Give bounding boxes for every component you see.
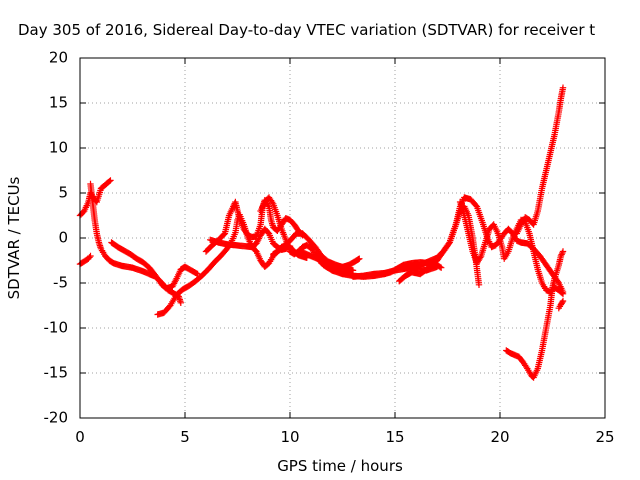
data-series: [87, 180, 184, 306]
data-point: [87, 252, 94, 260]
x-tick-label: 0: [75, 428, 85, 446]
x-axis-label: GPS time / hours: [277, 457, 403, 475]
plot-frame: [79, 57, 606, 419]
data-point: [559, 290, 567, 297]
data-series: [108, 239, 201, 292]
data-series: [76, 177, 114, 219]
y-tick-label: -10: [44, 319, 69, 337]
y-tick-label: 0: [58, 229, 68, 247]
x-tick-label: 25: [595, 428, 614, 446]
y-tick-label: -5: [53, 274, 68, 292]
data-point: [559, 297, 567, 305]
data-point: [559, 84, 567, 91]
y-tick-label: 15: [49, 94, 68, 112]
data-point: [557, 252, 565, 260]
chart-title: Day 305 of 2016, Sidereal Day-to-day VTE…: [18, 21, 595, 39]
plot-area: [76, 84, 567, 381]
data-series: [456, 198, 567, 297]
data-series: [555, 297, 567, 312]
x-tick-label: 10: [280, 428, 299, 446]
data-point: [106, 178, 113, 185]
data-series: [503, 248, 567, 381]
data-series: [76, 252, 94, 268]
data-point: [559, 248, 567, 255]
data-series: [297, 248, 363, 271]
x-tick-label: 20: [490, 428, 509, 446]
data-point: [220, 231, 228, 238]
data-point: [349, 267, 357, 274]
x-tick-label: 5: [180, 428, 190, 446]
axis-ticks: 0 5 10 15 20 25 -20 -15 -10 -5 0 5 10 15 20: [44, 49, 615, 447]
y-tick-label: 5: [58, 184, 68, 202]
y-axis-label: SDTVAR / TECUs: [5, 176, 23, 299]
data-point: [559, 249, 566, 257]
data-point: [475, 281, 483, 288]
y-tick-label: -20: [44, 409, 69, 427]
data-point: [559, 299, 566, 306]
y-tick-label: -15: [44, 364, 69, 382]
data-point: [107, 177, 114, 184]
data-point: [558, 289, 566, 297]
data-series: [202, 197, 306, 255]
y-tick-label: 20: [49, 49, 68, 67]
x-tick-label: 15: [385, 428, 404, 446]
data-point: [177, 299, 184, 306]
data-point: [445, 240, 452, 247]
data-point: [477, 254, 484, 261]
y-tick-label: 10: [49, 139, 68, 157]
data-point: [558, 251, 565, 258]
data-point: [86, 254, 93, 261]
data-point: [433, 263, 441, 270]
data-point: [356, 255, 363, 262]
data-series: [513, 84, 567, 237]
